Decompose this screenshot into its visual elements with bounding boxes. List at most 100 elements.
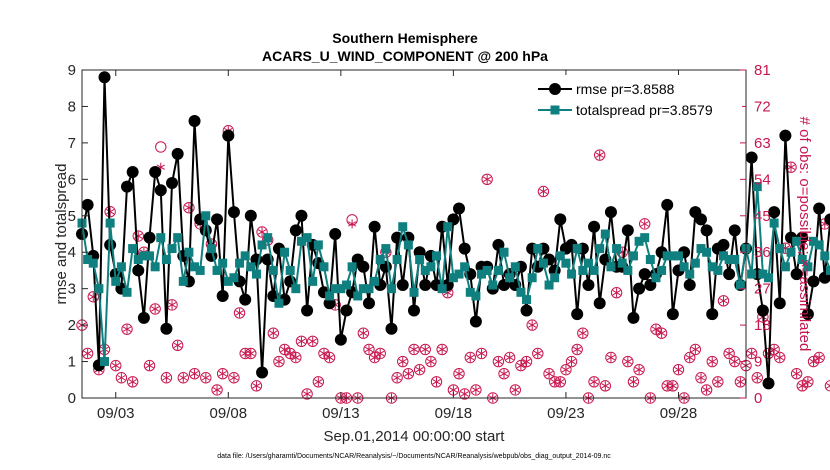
rmse-point [160, 322, 173, 335]
assimilated-point [724, 348, 734, 358]
assimilated-point [392, 373, 402, 383]
totalspread-point [173, 233, 183, 243]
totalspread-point [190, 262, 200, 272]
assimilated-point [589, 377, 599, 387]
assimilated-point [173, 340, 182, 350]
totalspread-point [100, 357, 110, 367]
assimilated-point [308, 336, 317, 346]
assimilated-point [730, 357, 739, 367]
rmse-point [706, 308, 719, 321]
legend-label: rmse pr=3.8588 [576, 81, 675, 97]
totalspread-point [758, 269, 768, 279]
rmse-point [396, 279, 409, 292]
totalspread-point [724, 255, 734, 265]
possible-point [577, 327, 589, 339]
assimilated-point [145, 361, 154, 371]
rmse-point [340, 304, 353, 317]
rmse-point [289, 224, 302, 237]
totalspread-point [651, 273, 661, 283]
totalspread-point [195, 265, 205, 275]
rmse-point [638, 268, 651, 281]
totalspread-point [589, 265, 599, 275]
assimilated-point [466, 353, 475, 363]
y2-tick-label: 18 [754, 317, 771, 334]
rmse-point [81, 198, 94, 211]
rmse-point [222, 129, 235, 142]
totalspread-point [561, 258, 571, 268]
possible-point [785, 161, 797, 173]
legend-box [534, 75, 742, 121]
assimilated-point [325, 353, 334, 363]
totalspread-point [415, 255, 425, 265]
rmse-point [582, 279, 595, 292]
rmse-point [633, 282, 646, 295]
assimilated-point [477, 348, 486, 358]
rmse-point [571, 308, 584, 321]
possible-point [200, 372, 212, 384]
possible-point [413, 363, 426, 376]
totalspread-point [111, 276, 121, 286]
data-file-footnote: data file: /Users/gharamti/Documents/NCA… [217, 453, 611, 460]
y-tick-label: 2 [68, 317, 76, 334]
possible-point [639, 218, 651, 230]
legend-swatch-marker [549, 83, 561, 95]
assimilated-point [826, 381, 830, 391]
y-axis-label: rmse and totalspread [53, 164, 70, 305]
totalspread-point [814, 240, 824, 250]
assimilated-point [190, 369, 199, 379]
assimilated-point [151, 304, 160, 314]
rmse-point [408, 304, 420, 317]
totalspread-point [325, 291, 335, 301]
possible-point [160, 372, 173, 384]
rmse-point [728, 224, 741, 237]
rmse-point [419, 279, 432, 292]
rmse-point [666, 308, 679, 321]
assimilated-point [105, 207, 115, 217]
possible-point [188, 368, 201, 380]
assimilated-point [522, 357, 531, 367]
assimilated-point [415, 365, 424, 375]
rmse-point [745, 151, 758, 164]
assimilated-point [499, 369, 509, 379]
possible-point [706, 355, 718, 368]
totalspread-point [797, 255, 807, 265]
possible-point [526, 319, 538, 331]
rmse-point [143, 231, 156, 244]
possible-point [126, 376, 139, 388]
totalspread-point [370, 276, 380, 286]
assimilated-point [691, 344, 700, 354]
totalspread-point [628, 251, 638, 261]
totalspread-point [679, 262, 689, 272]
assimilated-point [319, 348, 329, 358]
assimilated-point [364, 344, 374, 354]
totalspread-point [713, 265, 723, 275]
rmse-point [661, 198, 674, 211]
possible-point [824, 380, 830, 392]
possible-point [273, 355, 285, 368]
possible-point [301, 388, 313, 400]
rmse-point [773, 297, 786, 310]
assimilated-point [753, 373, 762, 383]
y2-axis-label: # of obs: o=possible; ×=assimilated [796, 117, 813, 352]
assimilated-point [460, 389, 469, 399]
assimilated-point [629, 377, 638, 387]
assimilated-point [651, 324, 661, 334]
totalspread-point [465, 287, 475, 297]
rmse-point [227, 206, 240, 219]
totalspread-point [178, 276, 188, 286]
assimilated-point [122, 324, 132, 334]
totalspread-point [128, 244, 138, 254]
y-tick-label: 4 [68, 244, 76, 261]
y-tick-label: 8 [68, 98, 76, 115]
y-tick-label: 6 [68, 171, 76, 188]
possible-point [87, 291, 99, 303]
rmse-point [216, 289, 229, 302]
possible-point [250, 380, 263, 392]
y2-tick-label: 72 [754, 98, 771, 115]
totalspread-point [477, 269, 487, 279]
possible-point [498, 368, 510, 380]
assimilated-point [708, 357, 717, 367]
totalspread-point [510, 262, 520, 272]
possible-point [402, 368, 415, 380]
assimilated-point [201, 373, 210, 383]
